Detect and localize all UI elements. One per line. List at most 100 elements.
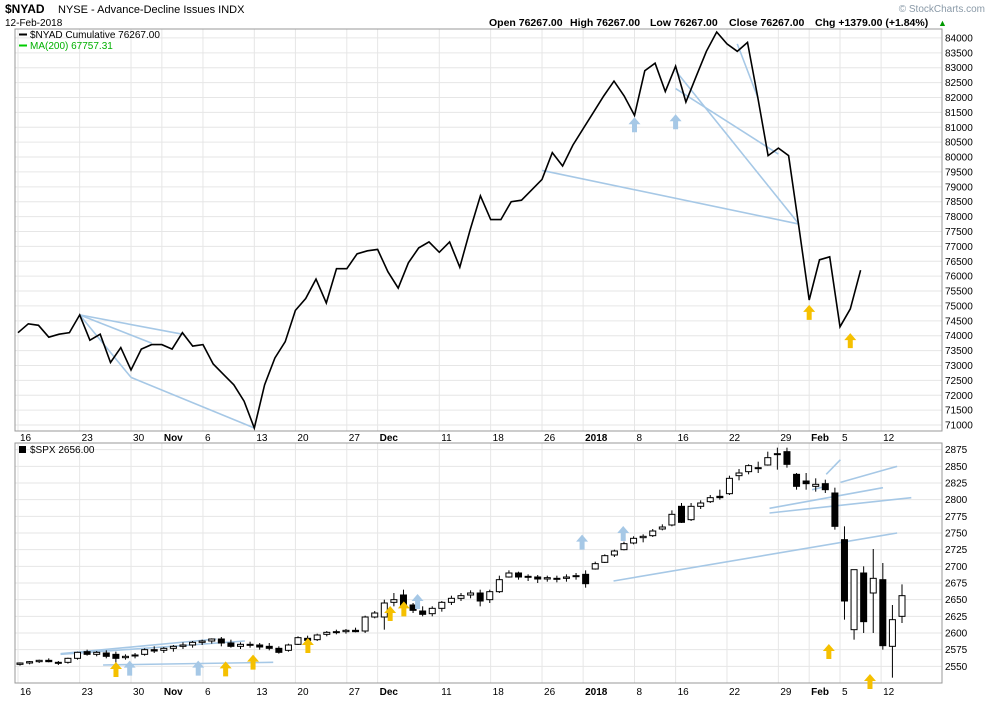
candle-body	[745, 465, 753, 473]
y-tick-label: 2875	[945, 445, 968, 456]
x-tick-label: 27	[349, 433, 361, 444]
candle-body	[783, 451, 791, 465]
x-tick-label: 8	[637, 433, 643, 444]
candle-body	[802, 480, 810, 485]
candle-body	[371, 612, 379, 618]
trend-line	[840, 465, 898, 484]
candle-body	[524, 575, 532, 578]
yellow-arrow-up-icon	[109, 662, 122, 677]
yellow-arrow-up-icon	[384, 606, 397, 621]
y-tick-label: 75000	[945, 301, 973, 312]
y-tick-label: 73500	[945, 346, 973, 357]
candle-body	[697, 502, 705, 507]
candle-body	[725, 477, 733, 495]
candle-body	[93, 651, 101, 655]
candle-body	[256, 644, 264, 648]
bottom-panel-frame	[14, 442, 943, 684]
yellow-arrow-up-icon	[247, 654, 260, 670]
x-tick-label: Feb	[811, 433, 829, 444]
y-tick-label: 78000	[945, 212, 973, 223]
candle-body	[265, 645, 273, 649]
blue-arrow-up-icon	[123, 660, 136, 676]
y-tick-label: 82000	[945, 93, 973, 104]
trend-line	[674, 70, 800, 225]
candle-body	[275, 647, 283, 653]
x-tick-label: 12	[883, 687, 895, 698]
y-tick-label: 77500	[945, 227, 973, 238]
candle-body	[112, 653, 120, 659]
x-tick-label: 11	[441, 687, 452, 698]
x-tick-label: 16	[20, 687, 32, 698]
y-tick-label: 2775	[945, 512, 968, 523]
candle-body	[764, 457, 772, 466]
candle-body	[323, 631, 331, 635]
y-tick-label: 2650	[945, 595, 968, 606]
ohlc-open: Open 76267.00	[489, 17, 563, 29]
y-tick-label: 83500	[945, 48, 973, 59]
candle-body	[467, 592, 475, 596]
candle-body	[860, 572, 868, 623]
candle-body	[380, 602, 388, 618]
candle-body	[179, 644, 187, 647]
y-tick-label: 81000	[945, 123, 973, 134]
x-tick-label: 26	[544, 433, 556, 444]
yellow-arrow-up-icon	[803, 304, 816, 320]
x-tick-label: 29	[780, 687, 792, 698]
candle-body	[831, 492, 839, 527]
yellow-arrow-up-icon	[863, 674, 876, 689]
candle-body	[591, 563, 599, 570]
y-tick-label: 71500	[945, 406, 973, 417]
candle-body	[131, 654, 139, 657]
candle-body	[553, 577, 561, 580]
trend-line	[79, 314, 183, 336]
x-tick-label: Feb	[811, 687, 829, 698]
ohlc-close: Close 76267.00	[729, 17, 804, 29]
candle-body	[630, 537, 638, 544]
nyad-line	[17, 30, 862, 431]
trend-line	[769, 486, 884, 510]
candle-body	[332, 631, 340, 634]
blue-arrow-up-icon	[192, 660, 205, 676]
y-tick-label: 79500	[945, 167, 973, 178]
y-tick-label: 75500	[945, 287, 973, 298]
candle-body	[313, 634, 321, 641]
candle-body	[879, 579, 887, 647]
x-tick-label: 6	[205, 433, 211, 444]
trend-line	[769, 496, 912, 514]
y-tick-label: 82500	[945, 78, 973, 89]
y-tick-label: 80500	[945, 138, 973, 149]
candle-body	[773, 453, 781, 456]
x-tick-label: 27	[349, 687, 361, 698]
candle-body	[543, 577, 551, 580]
candle-body	[83, 651, 91, 655]
candle-body	[102, 652, 110, 657]
candle-body	[840, 539, 848, 602]
trend-line	[541, 169, 800, 225]
legend-label: MA(200) 67757.31	[30, 41, 113, 52]
candle-body	[246, 643, 254, 646]
y-tick-label: 76500	[945, 257, 973, 268]
candle-body	[141, 649, 149, 655]
candle-body	[754, 467, 762, 470]
legend-swatch	[19, 446, 26, 453]
blue-arrow-up-icon	[628, 117, 641, 133]
ohlc-change: Chg +1379.00 (+1.84%)	[815, 17, 928, 29]
y-tick-label: 2625	[945, 612, 968, 623]
candle-body	[649, 530, 657, 537]
x-tick-label: 20	[297, 433, 309, 444]
y-tick-label: 80000	[945, 153, 973, 164]
candle-body	[74, 651, 82, 659]
trend-line	[79, 314, 152, 344]
candle-body	[352, 629, 360, 633]
x-tick-label: 5	[842, 433, 848, 444]
legend-label: $NYAD Cumulative 76267.00	[30, 30, 160, 41]
candle-body	[658, 526, 666, 530]
y-tick-label: 2575	[945, 645, 968, 656]
candle-body	[821, 483, 829, 491]
blue-arrow-up-icon	[669, 114, 682, 130]
yellow-arrow-up-icon	[397, 601, 410, 617]
candle-body	[735, 472, 743, 477]
candle-body	[447, 597, 455, 603]
blue-arrow-up-icon	[576, 534, 589, 550]
candle-body	[620, 543, 628, 551]
